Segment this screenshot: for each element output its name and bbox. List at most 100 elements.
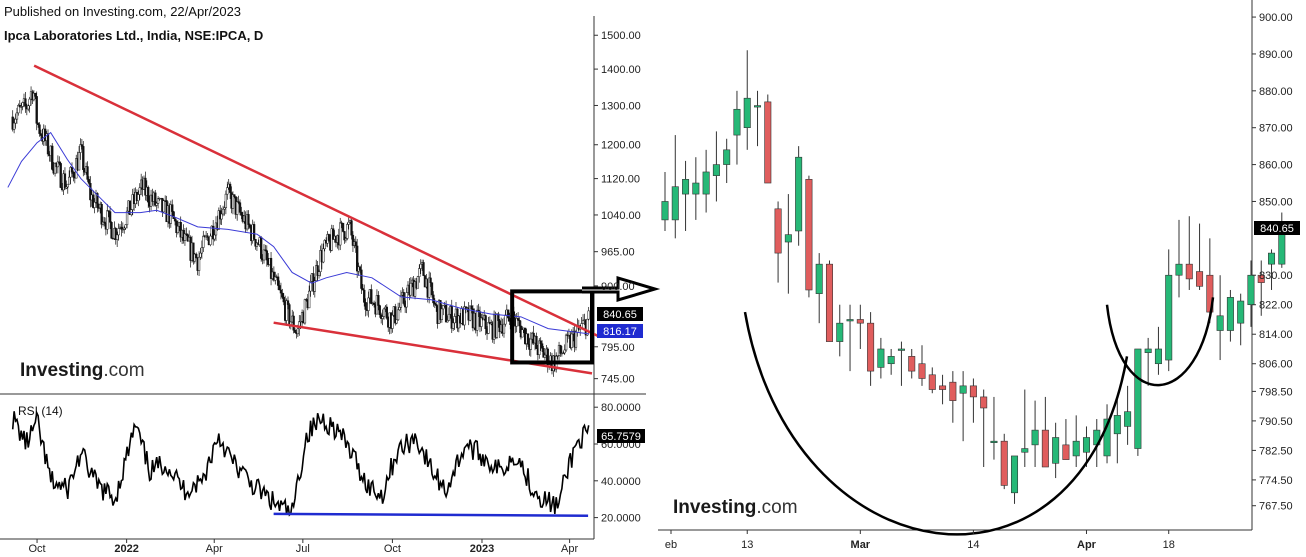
daily-candle-body — [35, 96, 38, 124]
zoom-candle-body — [1278, 234, 1286, 265]
daily-candle-body — [103, 221, 106, 224]
zoom-candle-body — [969, 385, 977, 398]
daily-candle-body — [217, 210, 220, 230]
daily-candle-body — [322, 248, 325, 263]
daily-candle-body — [231, 194, 235, 209]
daily-y-tick-label: 1500.00 — [601, 30, 641, 42]
price-tag-label: 840.65 — [603, 309, 637, 321]
daily-candle-body — [432, 294, 435, 304]
daily-candle-body — [117, 228, 120, 236]
zoom-x-tick-label: Apr — [1077, 539, 1097, 551]
daily-candle-body — [36, 123, 40, 126]
daily-candle-body — [248, 224, 252, 228]
investing-logo-right: Investing.com — [673, 497, 798, 519]
zoom-candle-body — [1021, 448, 1029, 453]
daily-candle-body — [556, 355, 559, 357]
daily-candle-body — [228, 183, 232, 193]
daily-candle-body — [154, 192, 157, 206]
daily-candle-body — [144, 177, 147, 196]
daily-candle-body — [395, 319, 398, 324]
daily-candle-body — [346, 224, 349, 239]
daily-candle-body — [347, 221, 350, 225]
zoom-candle-body — [877, 348, 885, 368]
daily-candle-body — [247, 214, 250, 225]
daily-candle-body — [108, 211, 112, 223]
daily-candle-body — [502, 323, 506, 334]
daily-candle-body — [381, 316, 384, 319]
daily-candle-body — [452, 322, 455, 329]
zoom-y-tick-label: 850.00 — [1259, 196, 1293, 208]
zoom-candle-body — [743, 97, 751, 129]
daily-candle-body — [220, 213, 223, 220]
daily-candle-body — [398, 307, 401, 311]
daily-candle-body — [327, 234, 331, 241]
daily-candle-body — [185, 233, 188, 235]
zoom-price-tag: 840.65 — [1254, 221, 1300, 235]
zoom-candle-body — [774, 208, 782, 254]
zoom-arc — [743, 311, 1129, 536]
arrow-icon — [582, 275, 661, 303]
zoom-candle-body — [1237, 300, 1245, 324]
rsi-y-tick-label: 20.0000 — [601, 513, 641, 525]
zoom-candle-body — [928, 374, 936, 390]
daily-candle-body — [476, 309, 479, 331]
zoom-x-tick-label: Mar — [851, 539, 871, 551]
daily-candle-body — [125, 210, 129, 226]
zoom-candle-body — [733, 108, 741, 136]
zoom-candle-body — [939, 385, 947, 390]
ma-tag: 816.17 — [597, 324, 643, 338]
daily-candle-body — [564, 334, 568, 351]
zoom-x-ticks: eb13Mar14Apr1828 — [665, 530, 1175, 551]
daily-candle-body — [539, 340, 542, 344]
daily-candle-body — [581, 319, 585, 324]
daily-candle-body — [197, 256, 201, 271]
daily-candle-body — [463, 306, 466, 326]
zoom-candle-body — [825, 263, 833, 342]
zoom-candle-body — [1226, 297, 1234, 331]
zoom-candle-body — [1144, 348, 1152, 353]
daily-candle-body — [350, 220, 353, 236]
daily-candle-body — [586, 318, 589, 336]
daily-candle-body — [409, 282, 412, 296]
daily-candle-body — [382, 308, 386, 317]
rsi-y-tick-label: 80.0000 — [601, 402, 641, 414]
zoom-candle-body — [836, 322, 844, 342]
daily-candle-body — [422, 262, 425, 276]
zoom-candle-body — [918, 363, 926, 379]
zoom-y-tick-label: 806.00 — [1259, 359, 1293, 371]
zoom-y-tick-label: 790.50 — [1259, 416, 1293, 428]
daily-candle-body — [278, 285, 281, 291]
daily-candle-body — [92, 194, 95, 208]
zoom-candle-body — [1052, 437, 1060, 464]
daily-candle-body — [179, 222, 182, 238]
price-tag: 840.65 — [597, 307, 643, 321]
daily-chart: 1500.00 1400.00 1300.00 1200.00 1120.00 1040.… — [0, 16, 661, 555]
zoom-y-tick-label: 822.00 — [1259, 300, 1293, 312]
rsi-title: RSI (14) — [18, 404, 63, 418]
daily-candle-body — [356, 245, 359, 272]
daily-candle-body — [199, 252, 202, 258]
daily-candle-body — [12, 122, 16, 130]
zoom-candle-body — [764, 101, 772, 184]
daily-x-tick-label: Oct — [28, 543, 45, 555]
daily-candle-body — [341, 222, 345, 232]
daily-candle-body — [274, 276, 277, 281]
zoom-candle-body — [897, 348, 905, 351]
daily-candle-body — [279, 289, 283, 294]
daily-candle-body — [138, 187, 141, 195]
daily-candle-body — [156, 198, 160, 204]
zoom-y-tick-label: 798.50 — [1259, 386, 1293, 398]
daily-candle-body — [14, 118, 17, 124]
daily-candle-body — [169, 204, 172, 224]
daily-candle-body — [82, 146, 85, 170]
daily-candle-body — [128, 200, 132, 215]
zoom-price-tag-label: 840.65 — [1260, 223, 1294, 235]
daily-candle-body — [72, 171, 75, 178]
zoom-x-tick-label: 18 — [1163, 539, 1175, 551]
daily-candle-body — [419, 263, 422, 269]
zoom-candle-body — [712, 164, 720, 176]
daily-candle-body — [418, 268, 421, 277]
logo-suffix: .com — [103, 360, 145, 381]
